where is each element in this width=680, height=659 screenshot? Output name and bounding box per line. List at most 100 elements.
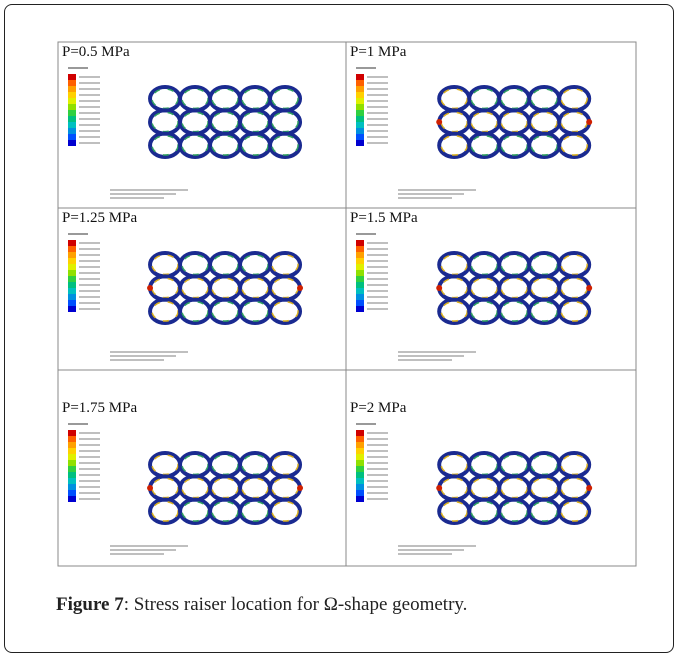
legend-band xyxy=(68,294,76,300)
legend-band xyxy=(68,472,76,478)
legend-band xyxy=(68,246,76,252)
legend-band xyxy=(68,442,76,448)
legend-band xyxy=(68,98,76,104)
legend-band xyxy=(68,240,76,246)
legend-band xyxy=(68,140,76,146)
legend-band xyxy=(356,484,364,490)
legend-band xyxy=(356,116,364,122)
legend-band xyxy=(356,264,364,270)
legend-band xyxy=(356,436,364,442)
caption-label: Figure 7 xyxy=(56,594,124,615)
legend-band xyxy=(68,276,76,282)
legend-band xyxy=(68,134,76,140)
legend-band xyxy=(68,86,76,92)
page: P=0.5 MPa P=1 MPa P=1.25 MPa P=1.5 MPa P=1.7… xyxy=(0,0,680,659)
legend-band xyxy=(68,466,76,472)
legend-band xyxy=(68,448,76,454)
legend-band xyxy=(68,74,76,80)
legend-band xyxy=(356,466,364,472)
legend-band xyxy=(356,300,364,306)
stress-point xyxy=(147,485,153,491)
legend-band xyxy=(68,454,76,460)
legend-band xyxy=(356,80,364,86)
stress-point xyxy=(297,285,303,291)
legend-band xyxy=(356,270,364,276)
legend-band xyxy=(68,306,76,312)
legend-band xyxy=(68,116,76,122)
panel: P=1 MPa xyxy=(346,42,636,208)
legend-band xyxy=(356,460,364,466)
panel-border xyxy=(346,42,636,208)
legend-band xyxy=(356,490,364,496)
panel: P=2 MPa xyxy=(346,370,636,566)
panel-label: P=2 MPa xyxy=(350,400,407,416)
panel-label: P=1 MPa xyxy=(350,44,407,60)
legend-band xyxy=(356,430,364,436)
legend-band xyxy=(68,270,76,276)
legend-band xyxy=(356,140,364,146)
legend-band xyxy=(356,128,364,134)
legend-band xyxy=(356,288,364,294)
legend-band xyxy=(356,110,364,116)
legend-band xyxy=(68,430,76,436)
legend-band xyxy=(68,264,76,270)
panel-label: P=0.5 MPa xyxy=(62,44,130,60)
panel-label: P=1.75 MPa xyxy=(62,400,137,416)
stress-point xyxy=(436,485,442,491)
caption-text: : Stress raiser location for Ω-shape geo… xyxy=(124,594,468,615)
legend-band xyxy=(68,436,76,442)
legend-band xyxy=(356,306,364,312)
legend-band xyxy=(68,128,76,134)
stress-point xyxy=(147,285,153,291)
legend-band xyxy=(356,448,364,454)
panel-border xyxy=(346,208,636,370)
legend-band xyxy=(68,258,76,264)
legend-band xyxy=(68,300,76,306)
legend-band xyxy=(356,240,364,246)
legend-band xyxy=(356,472,364,478)
stress-point xyxy=(297,485,303,491)
legend-band xyxy=(68,282,76,288)
legend-band xyxy=(68,104,76,110)
legend-band xyxy=(356,454,364,460)
legend-band xyxy=(68,110,76,116)
legend-band xyxy=(356,252,364,258)
caption: Figure 7: Stress raiser location for Ω-s… xyxy=(56,594,467,616)
legend-band xyxy=(68,252,76,258)
panel: P=1.5 MPa xyxy=(346,208,636,370)
legend-band xyxy=(356,74,364,80)
legend-band xyxy=(68,80,76,86)
stress-point xyxy=(436,119,442,125)
stress-point xyxy=(586,485,592,491)
legend-band xyxy=(68,484,76,490)
panel-label: P=1.5 MPa xyxy=(350,210,418,226)
legend-band xyxy=(356,478,364,484)
legend-band xyxy=(68,460,76,466)
legend-band xyxy=(68,92,76,98)
stress-point xyxy=(436,285,442,291)
legend-band xyxy=(356,86,364,92)
legend-band xyxy=(68,288,76,294)
legend-band xyxy=(68,122,76,128)
panel-label: P=1.25 MPa xyxy=(62,210,137,226)
legend-band xyxy=(356,282,364,288)
legend-band xyxy=(356,92,364,98)
panel: P=0.5 MPa xyxy=(58,42,346,208)
legend-band xyxy=(68,496,76,502)
legend-band xyxy=(356,442,364,448)
stress-point xyxy=(586,285,592,291)
legend-band xyxy=(356,122,364,128)
legend-band xyxy=(356,294,364,300)
legend-band xyxy=(356,258,364,264)
legend-band xyxy=(356,496,364,502)
legend-band xyxy=(356,104,364,110)
figure-image: P=0.5 MPa P=1 MPa P=1.25 MPa P=1.5 MPa P=1.7… xyxy=(0,0,680,580)
stress-point xyxy=(586,119,592,125)
panel: P=1.25 MPa xyxy=(58,208,346,370)
legend-band xyxy=(356,98,364,104)
panel-border xyxy=(58,42,346,208)
legend-band xyxy=(356,246,364,252)
legend-band xyxy=(356,134,364,140)
legend-band xyxy=(68,490,76,496)
legend-band xyxy=(68,478,76,484)
